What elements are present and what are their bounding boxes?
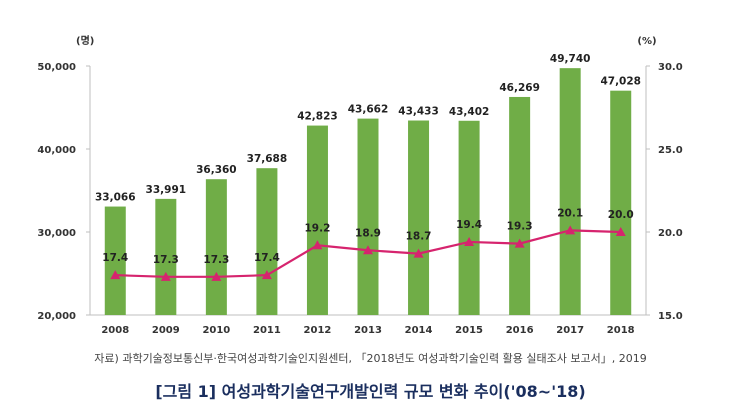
line-point-marker [261,270,272,280]
bar-series [104,68,632,316]
y-axis-unit-label: (명) [76,34,94,47]
x-tick-label: 2012 [304,325,332,336]
bar-value-label: 33,066 [95,192,136,204]
line-point-marker [363,245,373,255]
line-point-marker [413,248,424,258]
bar [104,206,126,315]
bar [408,120,430,315]
y2-tick-label: 20.0 [658,228,683,239]
x-tick-label: 2016 [506,325,534,336]
y-tick-label: 50,000 [37,62,76,73]
line-point-marker [211,271,222,281]
bar [559,68,581,316]
line-value-label: 17.3 [153,254,179,266]
figure-caption: [그림 1] 여성과학기술연구개발인력 규모 변화 추이('08~'18) [155,382,586,401]
line-value-label: 19.2 [304,222,330,234]
chart: 20,000 30,000 40,000 50,000 15.0 20.0 25.0 30.0… [37,34,682,336]
x-tick-label: 2011 [253,325,281,336]
bar-value-label: 46,269 [499,82,540,94]
bar-value-label: 33,991 [146,184,187,196]
axes: 20,000 30,000 40,000 50,000 15.0 20.0 25.0 30.0… [37,34,682,336]
line-value-label: 17.3 [203,254,229,266]
bar [509,96,531,315]
line-value-label: 19.4 [456,219,482,231]
line-point-marker [615,227,626,236]
x-tick-label: 2009 [152,325,180,336]
line-series [110,225,626,281]
line-value-label: 20.0 [608,209,634,221]
y-tick-label: 40,000 [37,145,76,156]
bar [306,125,328,316]
line-point-marker [312,240,323,250]
bar-value-label: 43,662 [348,104,389,116]
x-tick-label: 2017 [556,325,584,336]
bar [205,179,227,315]
line-value-label: 18.9 [355,227,381,239]
bar [357,118,379,315]
y-tick-label: 30,000 [37,228,76,239]
line-value-label: 17.4 [254,252,280,264]
line-value-label: 19.3 [507,221,533,233]
bar-value-label: 49,740 [550,53,591,65]
line-point-marker [160,271,171,281]
line-point-marker [565,225,576,235]
y2-tick-label: 15.0 [658,311,683,322]
y-tick-label: 20,000 [37,311,76,322]
line-point-marker [464,236,475,246]
bar-value-label: 37,688 [247,153,288,165]
source-note: 자료) 과학기술정보통신부·한국여성과학기술인지원센터, 「2018년도 여성과… [94,352,647,365]
line-value-label: 20.1 [557,207,583,219]
bar [458,120,480,315]
line-value-label: 17.4 [102,252,128,264]
bar [610,90,632,315]
bar [155,198,177,315]
bar-value-label: 43,402 [449,106,490,118]
data-labels: 33,066 33,991 36,360 37,688 42,823 43,662 43,4… [95,53,641,266]
line-point-marker [110,270,121,280]
bar-value-label: 42,823 [297,111,338,123]
x-tick-label: 2013 [354,325,382,336]
bar-value-label: 47,028 [600,76,641,88]
line-point-marker [514,238,525,248]
x-tick-label: 2010 [202,325,230,336]
bar [256,168,278,315]
bar-value-label: 43,433 [398,106,439,118]
x-tick-label: 2014 [405,325,433,336]
y2-tick-label: 25.0 [658,145,683,156]
x-tick-label: 2008 [101,325,129,336]
y2-tick-label: 30.0 [658,62,683,73]
bar-value-label: 36,360 [196,164,237,176]
y2-axis-unit-label: (%) [637,36,656,47]
x-tick-label: 2018 [607,325,635,336]
x-tick-label: 2015 [455,325,483,336]
line-value-label: 18.7 [406,231,432,243]
